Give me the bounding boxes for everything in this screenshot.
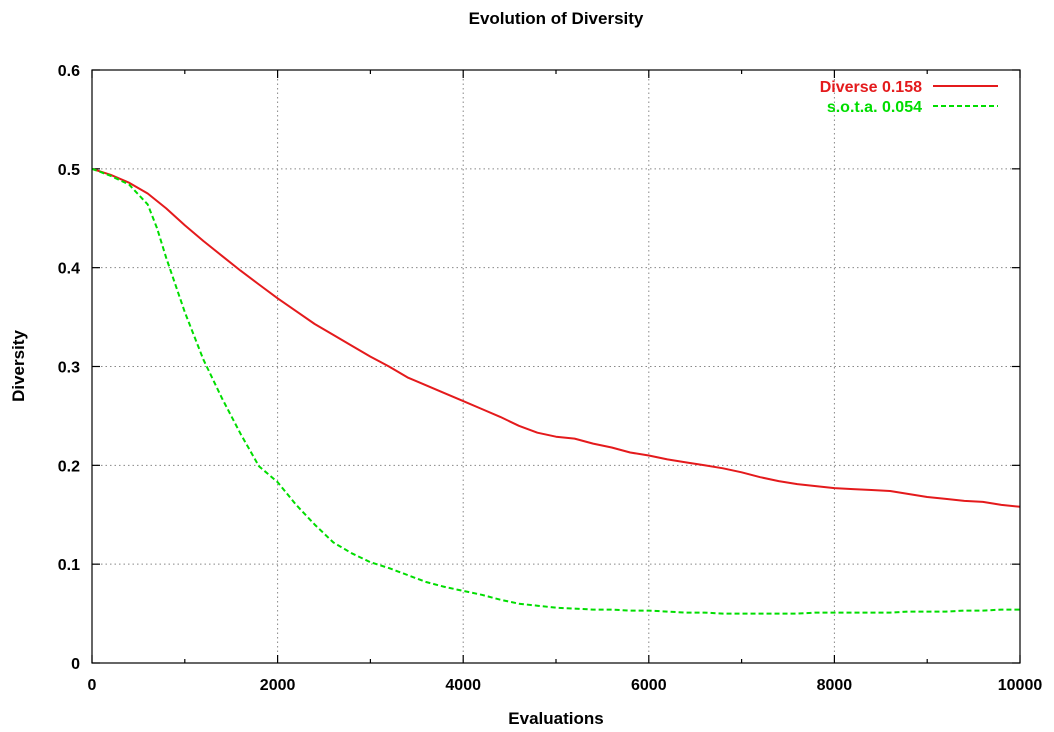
y-tick-label: 0.1 (58, 557, 80, 574)
axis-ticks: 0 2000 4000 6000 8000 10000 0 0.1 0.2 0.3 0.4 0.5 0.… (58, 63, 1043, 694)
x-axis-label: Evaluations (508, 709, 603, 728)
x-tick-label: 10000 (998, 677, 1043, 694)
y-tick-label: 0.5 (58, 162, 80, 179)
x-tick-label: 8000 (817, 677, 853, 694)
y-tick-label: 0.3 (58, 360, 80, 377)
series-line-2 (91, 167, 1020, 615)
y-tick-label: 0.2 (58, 458, 80, 475)
grid-lines (92, 70, 1020, 663)
legend-label-2: s.o.t.a. 0.054 (827, 99, 922, 116)
plot-frame (91, 69, 1021, 664)
y-tick-label: 0.6 (58, 63, 80, 80)
legend: Diverse 0.158 s.o.t.a. 0.054 (820, 79, 998, 116)
x-tick-label: 2000 (260, 677, 296, 694)
chart-title: Evolution of Diversity (469, 9, 644, 28)
x-tick-label: 0 (88, 677, 97, 694)
x-tick-label: 4000 (445, 677, 481, 694)
x-tick-label: 6000 (631, 677, 667, 694)
series-line-1 (91, 167, 1021, 508)
y-axis-label: Diversity (9, 330, 28, 402)
y-tick-label: 0 (71, 656, 80, 673)
series-lines (91, 167, 1021, 615)
legend-label-1: Diverse 0.158 (820, 79, 922, 96)
y-tick-label: 0.4 (58, 261, 80, 278)
